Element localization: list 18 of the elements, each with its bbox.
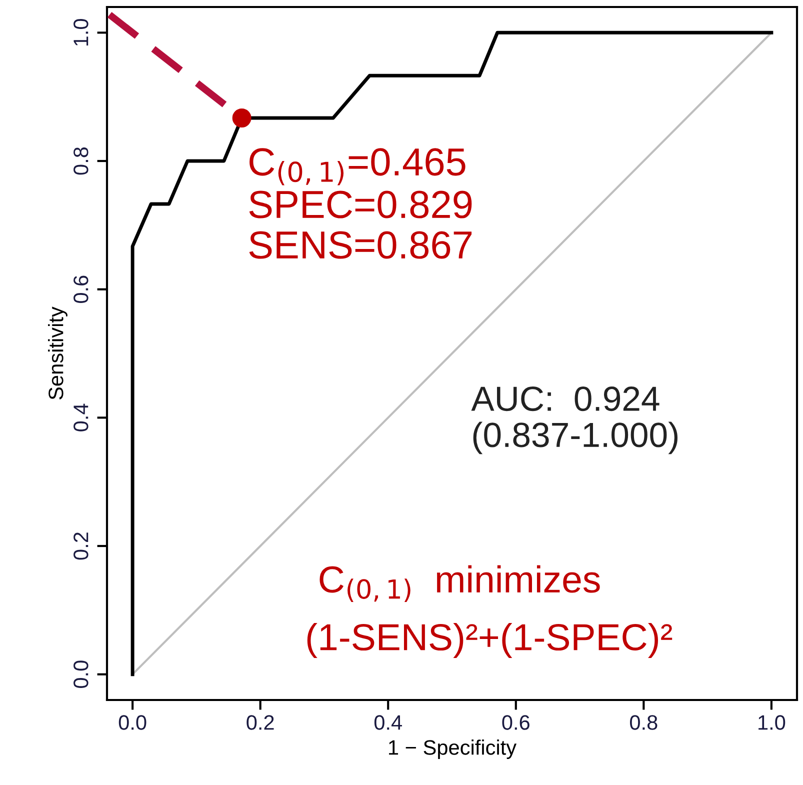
annotation: C$_{(0,1)}$=0.465 SPEC=0.829 SENS=0.867 xyxy=(249,148,472,259)
y-tick-label: 0.8 xyxy=(74,147,88,175)
y-tick-label: 1.0 xyxy=(74,19,88,46)
x-tick-label: 0.2 xyxy=(246,715,274,730)
y-tick-label: 0.4 xyxy=(74,404,88,432)
annotation: (1-SENS)²+(1-SPEC)² xyxy=(307,623,672,658)
y-tick-label: 0.0 xyxy=(74,660,88,688)
x-tick-label: 0.6 xyxy=(502,715,530,730)
annotation: C$_{(0,1)}$ minimizes xyxy=(320,565,600,602)
x-tick-label: 0.0 xyxy=(118,715,146,730)
annotation: AUC: 0.924 (0.837-1.000) xyxy=(471,386,678,454)
x-tick-label: 1.0 xyxy=(758,715,786,730)
y-tick-label: 0.6 xyxy=(74,276,88,303)
x-tick-label: 0.8 xyxy=(630,715,658,730)
x-tick-label: 0.4 xyxy=(374,715,402,730)
y-tick-label: 0.2 xyxy=(74,532,88,560)
y-axis-title: Sensitivity xyxy=(48,306,68,400)
x-axis-title: 1 − Specificity xyxy=(389,740,517,759)
